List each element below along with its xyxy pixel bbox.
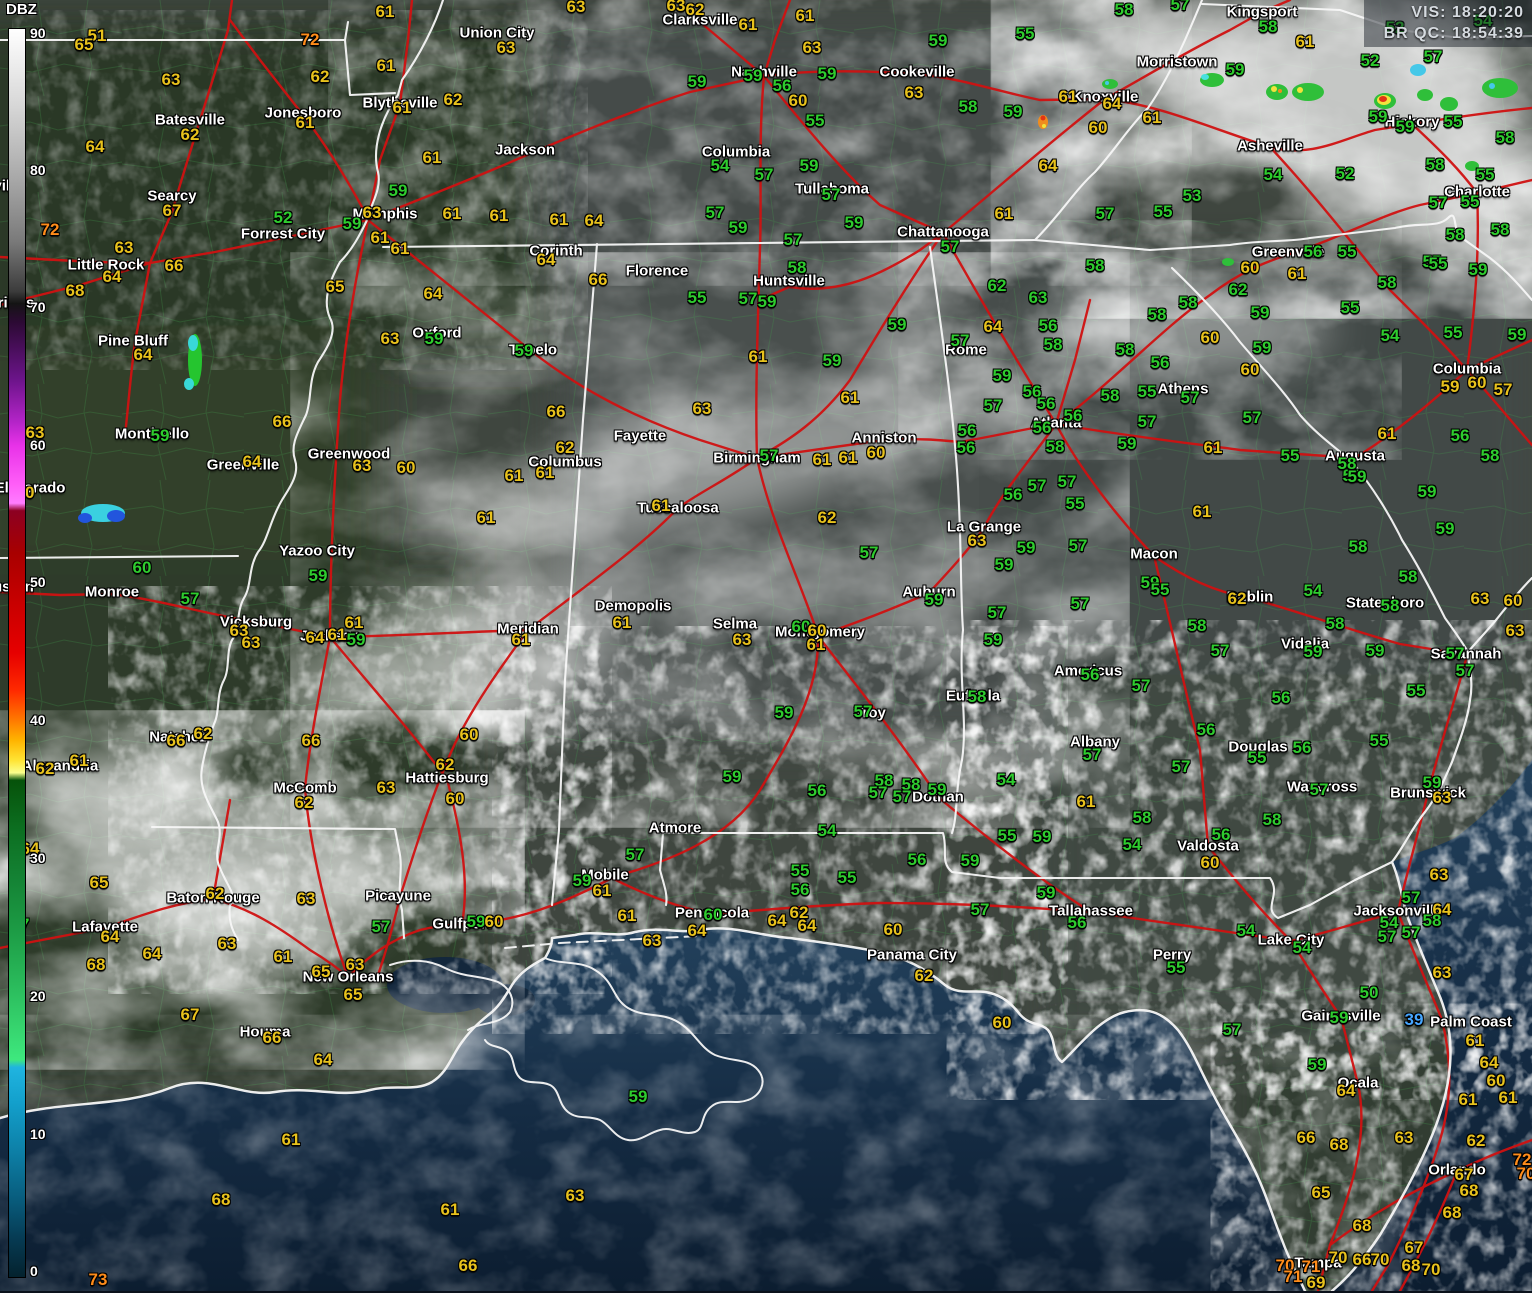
timestamp-overlay: VIS: 18:20:20 BR QC: 18:54:39 xyxy=(1384,2,1524,44)
radar-echoes xyxy=(78,64,1518,523)
cloud-layer xyxy=(30,0,1532,1291)
dbz-scale-tick: 80 xyxy=(30,162,46,178)
dbz-scale-title: DBZ xyxy=(6,1,37,18)
dbz-scale-tick: 30 xyxy=(30,850,46,866)
dbz-color-scale xyxy=(8,28,26,1278)
dbz-scale-tick: 70 xyxy=(30,299,46,315)
dbz-scale-tick: 50 xyxy=(30,574,46,590)
dbz-scale-tick: 0 xyxy=(30,1263,38,1279)
qc-timestamp: BR QC: 18:54:39 xyxy=(1383,25,1524,42)
dbz-scale-tick: 10 xyxy=(30,1126,46,1142)
vis-timestamp: VIS: 18:20:20 xyxy=(1411,4,1524,21)
dbz-scale-tick: 90 xyxy=(30,25,46,41)
dbz-scale-tick: 40 xyxy=(30,712,46,728)
dbz-scale-tick: 20 xyxy=(30,988,46,1004)
timestamp-backdrop xyxy=(1364,0,1532,47)
dbz-scale-tick: 60 xyxy=(30,437,46,453)
